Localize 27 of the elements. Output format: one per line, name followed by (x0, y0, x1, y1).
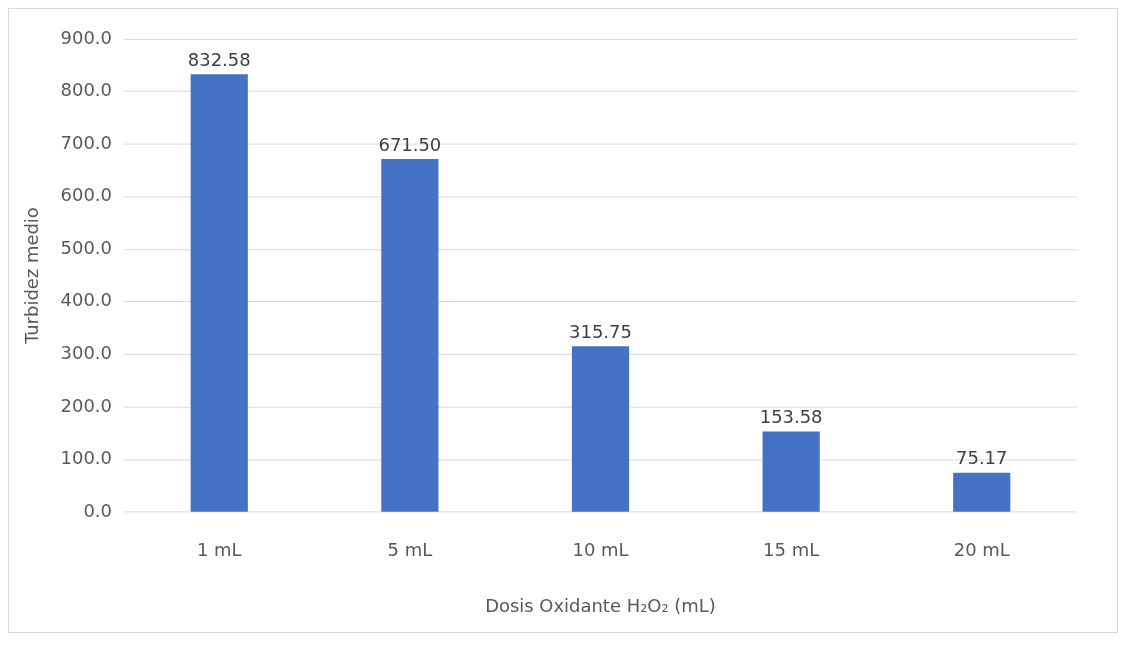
x-tick-label: 10 mL (572, 538, 629, 560)
x-tick-label: 15 mL (763, 538, 820, 560)
y-tick-label: 900.0 (60, 26, 112, 48)
y-tick-label: 400.0 (60, 289, 112, 311)
data-label: 153.58 (759, 406, 823, 428)
x-axis-title: Dosis Oxidante H₂O₂ (mL) (485, 594, 716, 616)
bar (190, 74, 248, 512)
y-tick-label: 300.0 (60, 342, 112, 364)
bar (381, 159, 439, 512)
y-tick-label: 0.0 (83, 499, 112, 521)
bar (762, 431, 820, 512)
bar (953, 472, 1011, 512)
x-tick-label: 1 mL (196, 538, 242, 560)
y-tick-label: 600.0 (60, 184, 112, 206)
bar (571, 346, 630, 512)
x-tick-label: 20 mL (953, 538, 1010, 560)
y-tick-label: 500.0 (60, 236, 112, 258)
x-tick-label: 5 mL (387, 538, 433, 560)
data-label: 832.58 (187, 49, 251, 71)
data-label: 75.17 (956, 447, 1008, 469)
y-axis-title: Turbidez medio (21, 207, 43, 345)
y-tick-label: 700.0 (60, 131, 112, 153)
y-tick-label: 800.0 (60, 79, 112, 101)
data-label: 315.75 (569, 320, 632, 342)
data-label: 671.50 (378, 133, 442, 155)
y-tick-label: 200.0 (60, 394, 112, 416)
y-tick-label: 100.0 (60, 447, 112, 469)
